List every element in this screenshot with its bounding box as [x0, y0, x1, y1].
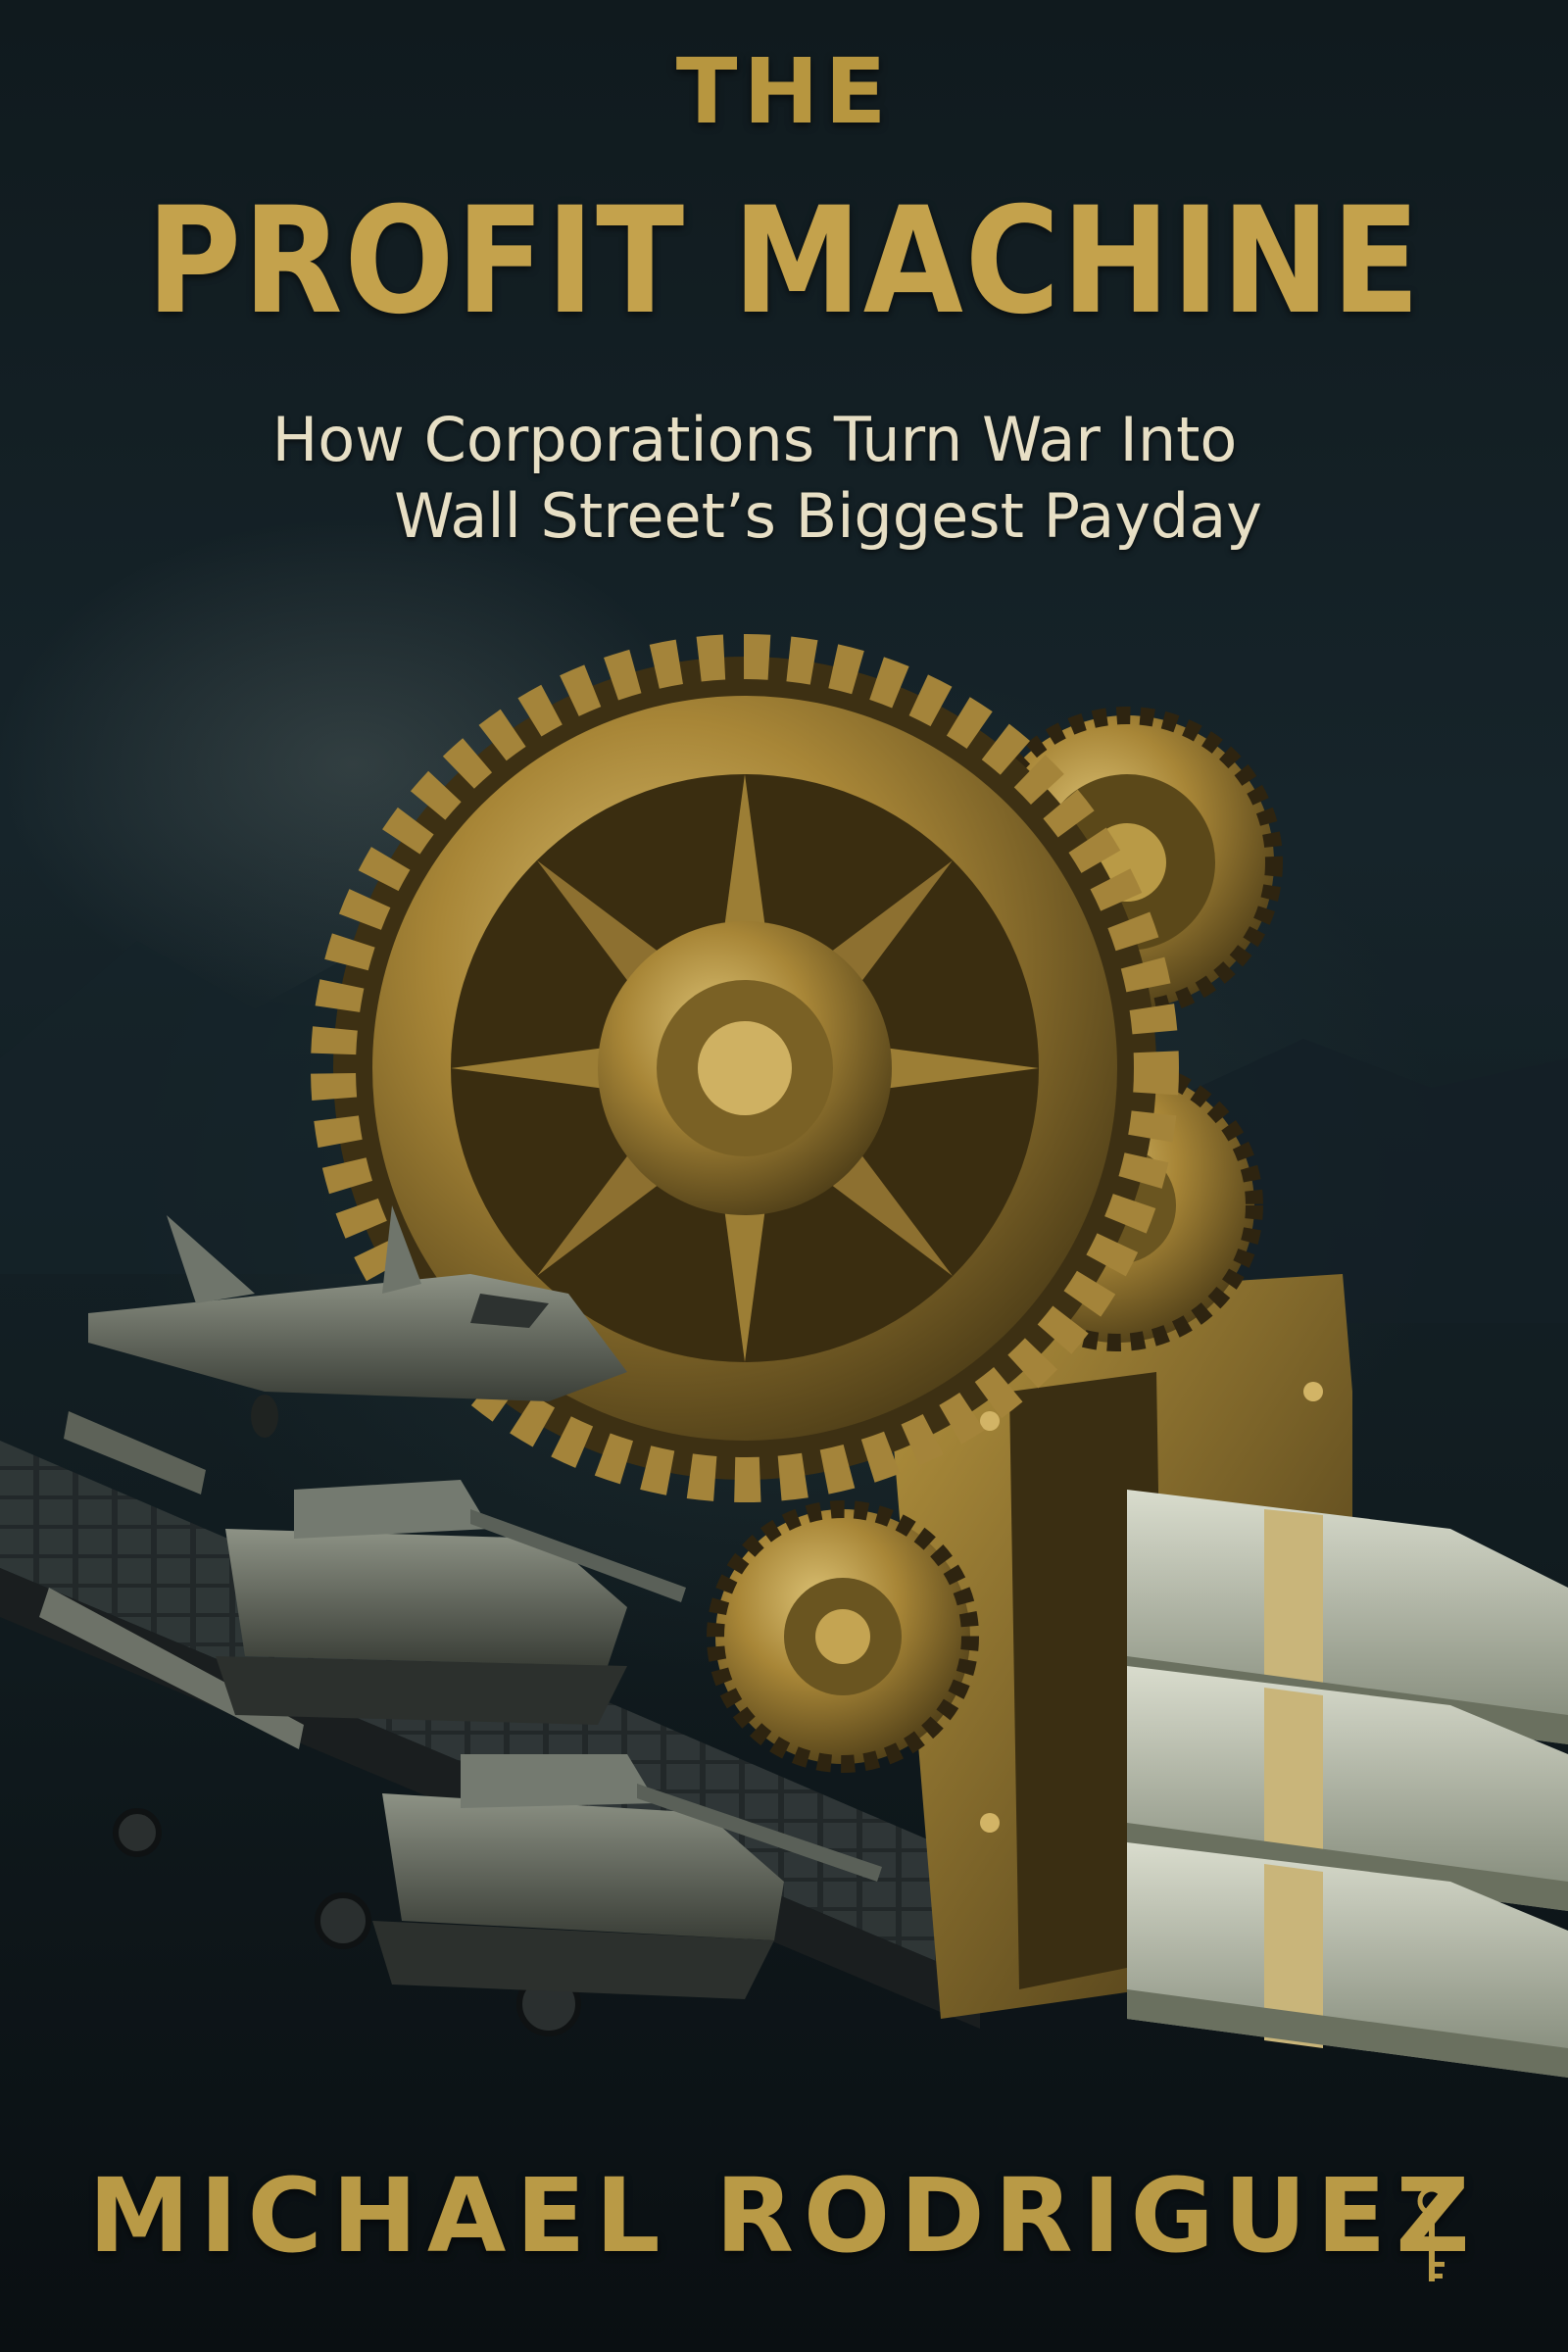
tank-icon — [216, 1480, 686, 1725]
subtitle-line-1: How Corporations Turn War Into — [271, 404, 1238, 475]
title-line-2: PROFIT MACHINE — [146, 176, 1422, 347]
gear-icon — [311, 634, 1179, 1502]
title-line-1: THE — [675, 39, 893, 144]
tank-icon — [372, 1754, 882, 1999]
subtitle-line-2: Wall Street’s Biggest Payday — [394, 480, 1262, 552]
fighter-jet-icon — [88, 1205, 627, 1438]
author-name: MICHAEL RODRIGUEZ — [88, 2156, 1480, 2276]
subtitle: How Corporations Turn War Into Wall Stre… — [0, 402, 1568, 555]
key-icon — [1417, 2186, 1446, 2281]
cash-stack-icon — [1127, 1842, 1568, 2078]
gear-icon — [707, 1500, 979, 1773]
